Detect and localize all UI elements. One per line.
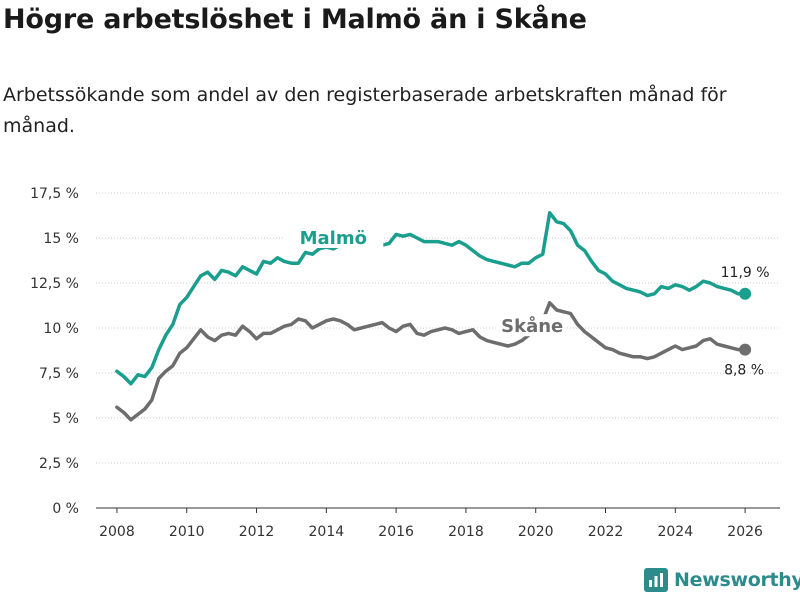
x-tick-label: 2012 [239, 524, 275, 540]
brand-name: Newsworthy [674, 569, 800, 591]
x-tick-label: 2018 [448, 524, 484, 540]
y-tick-label: 15 % [43, 231, 79, 247]
x-tick-label: 2010 [169, 524, 205, 540]
label-halo [283, 226, 384, 248]
end-value-label-malmo: 11,9 % [721, 265, 770, 281]
x-tick-label: 2024 [657, 524, 693, 540]
label-halo [497, 314, 568, 337]
y-tick-label: 0 % [52, 501, 79, 517]
y-tick-label: 17,5 % [30, 186, 79, 202]
series-label-skane: Skåne [501, 315, 563, 337]
x-tick-label: 2026 [727, 524, 763, 540]
y-tick-label: 2,5 % [39, 456, 79, 472]
end-value-label-skane: 8,8 % [724, 363, 764, 379]
series-line-sk-ne [115, 301, 747, 422]
newsworthy-logo: Newsworthy [644, 568, 800, 592]
end-point-malm- [739, 287, 752, 300]
series-labels: Malmö Skåne 11,9 % 8,8 % [283, 226, 770, 379]
end-point-sk-ne [739, 343, 752, 356]
x-tick-label: 2022 [588, 524, 624, 540]
bar-chart-icon [644, 568, 668, 592]
y-tick-label: 10 % [43, 321, 79, 337]
y-axis: 0 % 2,5 % 5 % 7,5 % 10 % 12,5 % 15 % 17,5 % [30, 186, 79, 517]
series-label-malmo: Malmö [300, 228, 367, 249]
y-tick-label: 5 % [52, 411, 79, 427]
y-tick-label: 12,5 % [30, 276, 79, 292]
x-tick-label: 2014 [309, 524, 345, 540]
series-line-malm- [115, 211, 747, 386]
x-tick-label: 2020 [518, 524, 554, 540]
x-tick-label: 2008 [99, 524, 135, 540]
x-tick-label: 2016 [378, 524, 414, 540]
chart-title: Högre arbetslöshet i Malmö än i Skåne [3, 4, 587, 35]
series-lines [115, 211, 752, 422]
y-tick-label: 7,5 % [39, 366, 79, 382]
chart-subtitle: Arbetssökande som andel av den registerb… [3, 84, 727, 137]
x-axis: 2008 2010 2012 2014 2016 2018 2020 2022 2024 2026 [96, 507, 780, 540]
